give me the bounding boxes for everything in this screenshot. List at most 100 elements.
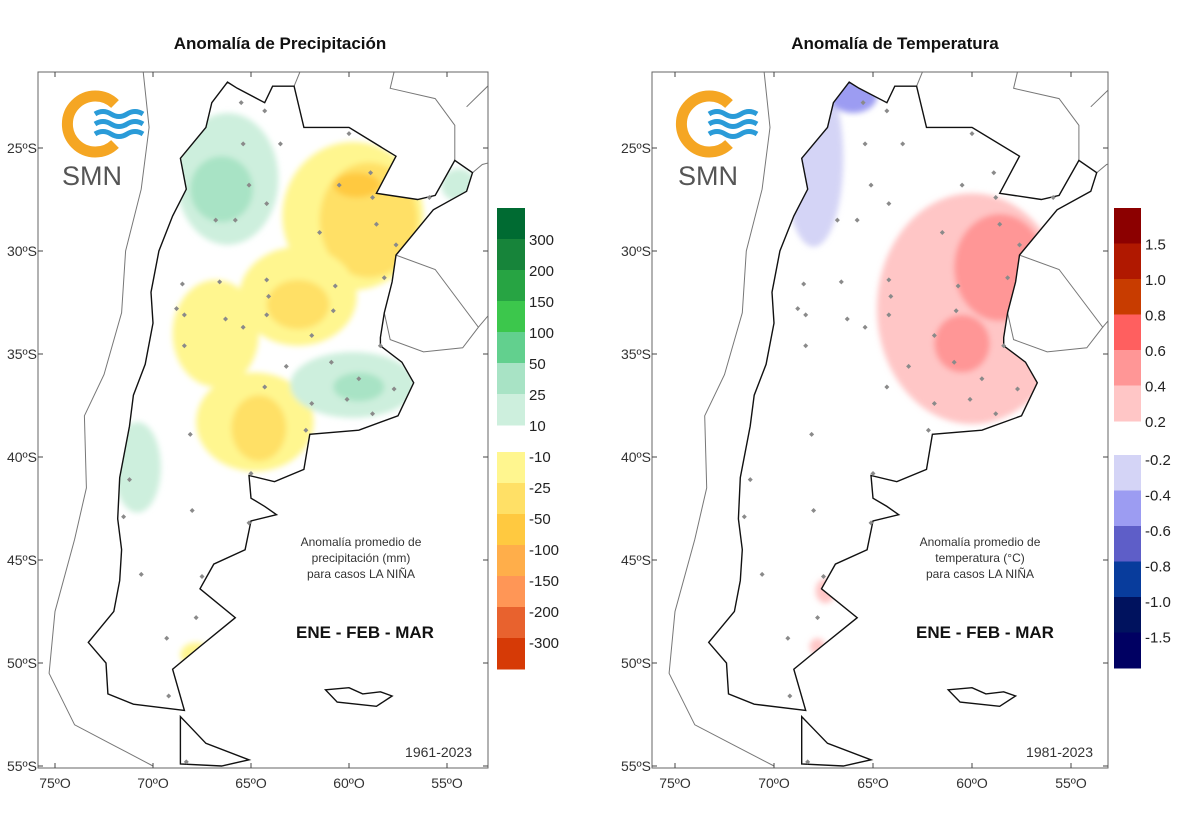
legend-swatch	[1114, 279, 1141, 315]
legend-label: 0.6	[1145, 343, 1166, 360]
station-marker	[868, 182, 874, 188]
neighbor-border	[383, 254, 480, 353]
station-marker	[344, 396, 350, 402]
anomaly-region	[113, 421, 161, 513]
legend-swatch	[1114, 455, 1141, 491]
neighbor-border	[466, 85, 488, 108]
station-marker	[834, 217, 840, 223]
station-marker	[854, 217, 860, 223]
station-marker	[884, 108, 890, 114]
legend-swatch	[497, 483, 525, 515]
lat-label: 40ºS	[7, 449, 37, 465]
station-marker	[787, 693, 793, 699]
note-line: para casos LA NIÑA	[307, 567, 415, 581]
station-marker	[330, 308, 336, 314]
station-marker	[870, 470, 876, 476]
anomaly-region	[441, 168, 473, 202]
legend-swatch	[1114, 490, 1141, 527]
station-marker	[1050, 194, 1056, 200]
map-frame	[37, 71, 489, 769]
legend-label: 300	[529, 232, 554, 249]
legend-label: -150	[529, 573, 559, 590]
legend-swatch	[497, 208, 525, 240]
station-marker	[309, 332, 315, 338]
anomaly-region	[934, 314, 990, 373]
station-marker	[997, 221, 1003, 227]
neighbor-border	[1096, 163, 1108, 174]
station-marker	[993, 194, 999, 200]
station-marker	[238, 100, 244, 106]
lon-label: 75ºO	[39, 775, 71, 791]
station-marker	[391, 386, 397, 392]
legend-swatch	[1114, 526, 1141, 562]
legend-label: -0.4	[1145, 488, 1171, 505]
station-marker	[199, 573, 205, 579]
legend-swatch	[1114, 597, 1141, 633]
station-marker	[886, 201, 892, 207]
lon-label: 65ºO	[235, 775, 267, 791]
legend-swatch	[1114, 208, 1141, 244]
lat-label: 45ºS	[7, 552, 37, 568]
legend-label: -0.2	[1145, 452, 1171, 469]
tierra-del-fuego-outline	[801, 714, 874, 767]
station-marker	[166, 693, 172, 699]
station-marker	[262, 384, 268, 390]
legend-label: -0.8	[1145, 559, 1171, 576]
legend-swatch	[1114, 561, 1141, 598]
station-marker	[317, 229, 323, 235]
legend-swatch	[497, 514, 525, 546]
lat-label: 35ºS	[621, 346, 651, 362]
station-marker	[223, 316, 229, 322]
logo-wave	[707, 129, 759, 139]
station-marker	[126, 477, 132, 483]
legend-swatch	[497, 607, 525, 639]
station-marker	[213, 217, 219, 223]
station-marker	[187, 431, 193, 437]
legend-swatch	[1114, 350, 1141, 386]
logo-ring	[61, 90, 119, 158]
neighbor-border	[472, 162, 488, 174]
station-marker	[381, 275, 387, 281]
station-marker	[993, 411, 999, 417]
station-marker	[815, 615, 821, 621]
station-marker	[844, 316, 850, 322]
station-marker	[332, 283, 338, 289]
anomaly-region	[231, 395, 287, 462]
legend-swatch	[1114, 314, 1141, 351]
station-marker	[886, 312, 892, 318]
station-marker	[377, 343, 383, 349]
argentina-outline	[87, 81, 474, 712]
neighbor-border	[293, 72, 301, 87]
legend-label: -50	[529, 511, 551, 528]
station-marker	[925, 427, 931, 433]
lon-label: 55ºO	[431, 775, 463, 791]
period-label: ENE - FEB - MAR	[296, 623, 434, 642]
anomaly-region	[954, 213, 1046, 322]
legend-label: 10	[529, 418, 546, 435]
legend-label: 0.4	[1145, 379, 1166, 396]
legend-label: 1.5	[1145, 237, 1166, 254]
station-marker	[370, 411, 376, 417]
anomaly-region	[172, 279, 259, 387]
station-marker	[346, 131, 352, 137]
anomaly-region	[266, 279, 330, 330]
legend-label: -25	[529, 480, 551, 497]
station-marker	[991, 170, 997, 176]
station-marker	[900, 141, 906, 147]
station-marker	[183, 759, 189, 765]
station-marker	[426, 194, 432, 200]
neighbor-border	[48, 72, 154, 767]
station-marker	[805, 759, 811, 765]
station-marker	[803, 312, 809, 318]
lon-label: 60ºO	[333, 775, 365, 791]
logo-wave	[93, 119, 145, 129]
years-label: 1961-2023	[405, 744, 472, 760]
station-marker	[951, 359, 957, 365]
argentina-outline	[707, 81, 1098, 712]
anomaly-region	[333, 172, 381, 198]
station-marker	[803, 343, 809, 349]
legend-label: 150	[529, 294, 554, 311]
lat-label: 30ºS	[7, 243, 37, 259]
